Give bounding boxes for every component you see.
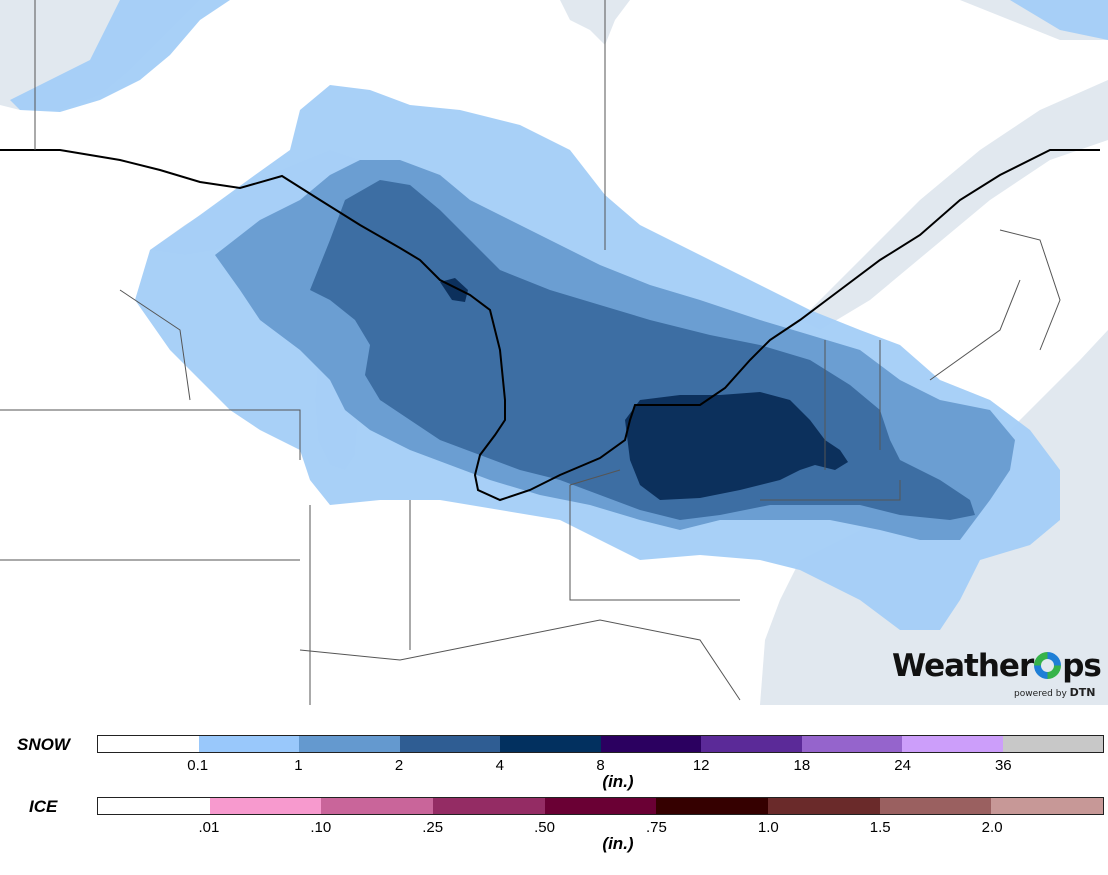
ice-legend-swatch [209, 798, 322, 814]
ice-unit: (in.) [602, 834, 634, 853]
snow-legend-label: SNOW [17, 735, 70, 754]
snow-legend-swatch [98, 736, 199, 752]
ice-legend-swatch [879, 798, 992, 814]
snow-color-bar [97, 735, 1104, 753]
snow-legend-swatch [399, 736, 500, 752]
snow-legend-swatch [801, 736, 902, 752]
snow-legend-tick: 4 [495, 757, 504, 774]
snow-unit: (in.) [602, 772, 634, 791]
snow-legend-swatch [600, 736, 701, 752]
james-bay [560, 0, 630, 45]
ice-legend-tick: .01 [198, 819, 220, 836]
snow-band-top [10, 0, 230, 112]
ice-color-bar [97, 797, 1104, 815]
ice-legend-tick: .75 [646, 819, 667, 836]
borders [0, 0, 1100, 705]
snow-legend-tick: 1 [294, 757, 303, 774]
map-canvas [0, 0, 1108, 705]
logo-o-icon [1034, 652, 1062, 679]
snowfall-map: Weather ps powered by DTN [0, 0, 1108, 705]
ice-legend-tick: 1.0 [757, 819, 779, 836]
snow-legend-swatch [198, 736, 299, 752]
ice-legend-swatch [656, 798, 769, 814]
snow-legend-swatch [299, 736, 400, 752]
ice-legend-tick: .25 [422, 819, 444, 836]
dtn-logo: DTN [1069, 686, 1096, 699]
ice-legend-label: ICE [29, 797, 58, 816]
logo-text-suffix: ps [1062, 648, 1102, 684]
snow-legend-swatch [902, 736, 1003, 752]
ice-legend-tick: 2.0 [981, 819, 1003, 836]
snow-band-4-8 [625, 392, 848, 500]
ice-legend-swatch [544, 798, 657, 814]
powered-by: powered by DTN [1014, 686, 1096, 699]
snow-legend-tick: 18 [793, 757, 811, 774]
logo-text-prefix: Weather [892, 648, 1034, 684]
ice-legend-swatch [321, 798, 434, 814]
weatherops-logo: Weather ps powered by DTN [890, 648, 1105, 703]
snow-legend-tick: 0.1 [187, 757, 209, 774]
snow-legend-tick: 12 [692, 757, 710, 774]
ice-legend-tick: 1.5 [869, 819, 891, 836]
snow-legend-swatch [701, 736, 802, 752]
ice-legend-tick: .10 [310, 819, 332, 836]
snow-legend-swatch [500, 736, 601, 752]
ice-legend-swatch [433, 798, 545, 814]
powered-by-text: powered by [1014, 689, 1067, 699]
snow-legend-tick: 2 [394, 757, 404, 774]
snow-legend-swatch [1002, 736, 1103, 752]
ice-legend-swatch [98, 798, 210, 814]
snow-legend-tick: 36 [994, 757, 1012, 774]
snow-band-top-right [1010, 0, 1108, 40]
snow-legend-tick: 24 [894, 757, 911, 774]
snow-legend-tick: 8 [596, 757, 605, 774]
ice-legend-swatch [768, 798, 880, 814]
ice-legend-tick: .50 [534, 819, 555, 836]
ice-legend-swatch [991, 798, 1104, 814]
logo-wordmark: Weather ps [892, 648, 1102, 684]
